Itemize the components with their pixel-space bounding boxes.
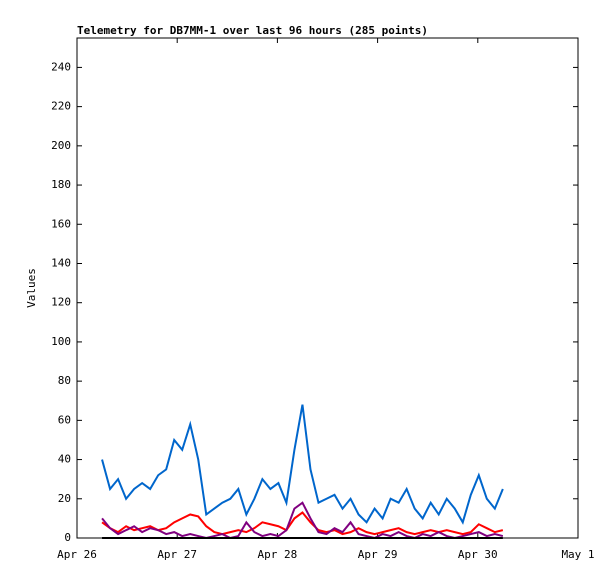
y-tick-label: 0: [64, 531, 71, 544]
x-tick-label: Apr 30: [458, 548, 498, 561]
x-tick-label: Apr 29: [358, 548, 398, 561]
x-tick-label: Apr 27: [157, 548, 197, 561]
series-line: [101, 404, 504, 525]
y-tick-label: 140: [51, 256, 71, 269]
series-line: [101, 511, 504, 536]
x-tick-label: Apr 28: [258, 548, 298, 561]
y-tick-label: 40: [58, 453, 71, 466]
y-axis-label: Values: [25, 268, 38, 308]
y-tick-label: 60: [58, 413, 71, 426]
y-tick-label: 160: [51, 217, 71, 230]
x-tick-label: Apr 26: [57, 548, 97, 561]
y-tick-label: 120: [51, 296, 71, 309]
y-tick-label: 220: [51, 100, 71, 113]
plot-frame: [76, 37, 579, 539]
chart-title: Telemetry for DB7MM-1 over last 96 hours…: [77, 24, 428, 37]
y-tick-label: 100: [51, 335, 71, 348]
y-tick-label: 200: [51, 139, 71, 152]
y-tick-label: 20: [58, 492, 71, 505]
y-tick-label: 80: [58, 374, 71, 387]
series-line: [101, 501, 504, 540]
y-tick-label: 240: [51, 60, 71, 73]
x-tick-label: May 1: [561, 548, 594, 561]
y-tick-label: 180: [51, 178, 71, 191]
